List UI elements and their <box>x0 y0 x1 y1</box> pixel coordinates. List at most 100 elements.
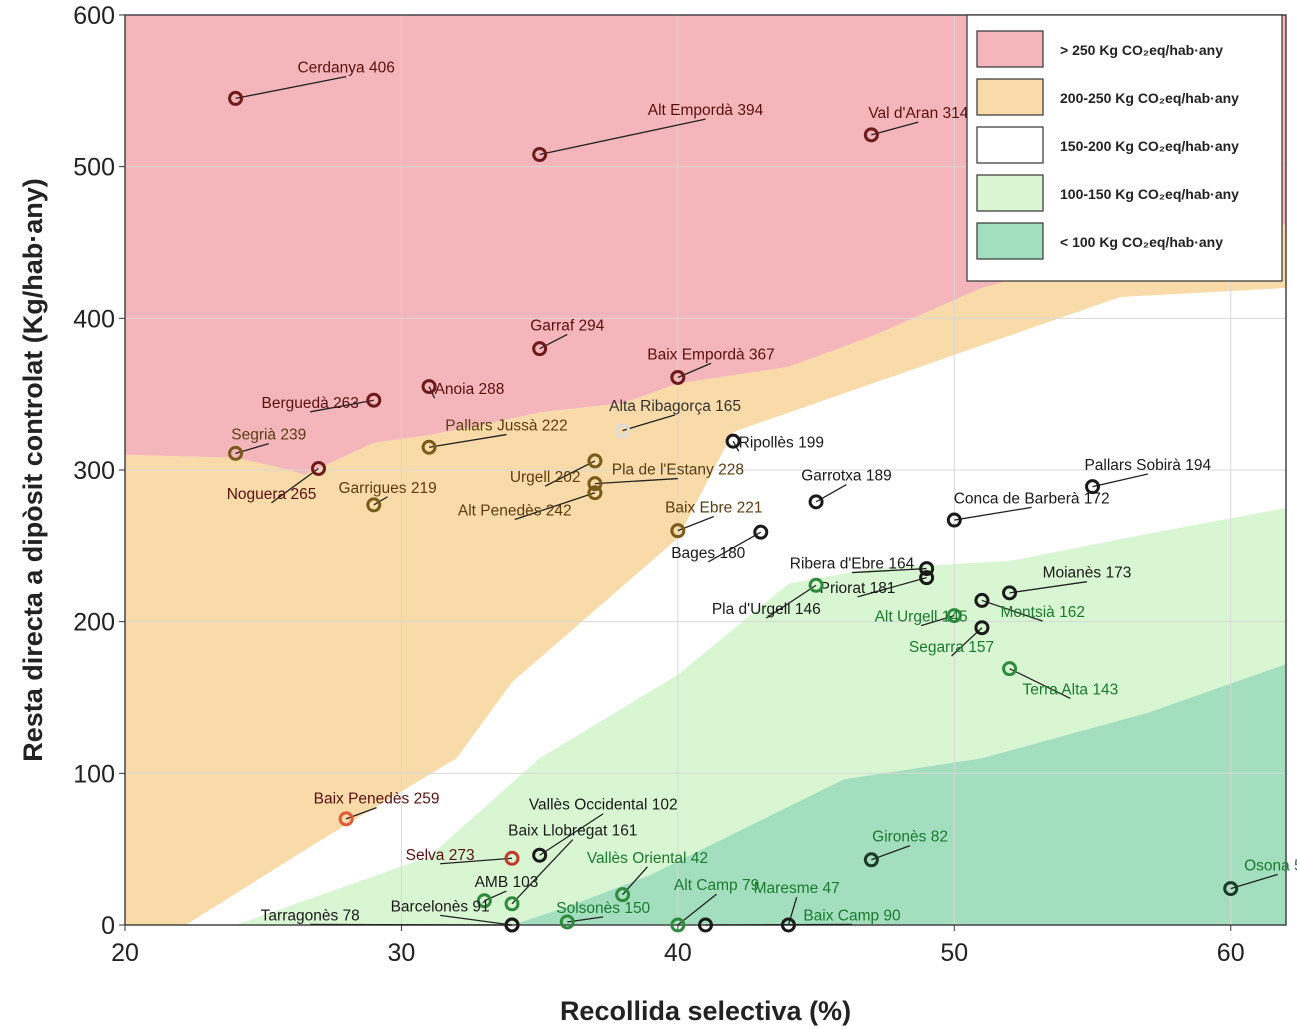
point-label: Berguedà 263 <box>262 395 359 412</box>
x-axis-title: Recollida selectiva (%) <box>560 996 851 1026</box>
leader-line <box>851 567 927 574</box>
leader-line <box>677 893 717 926</box>
point-label: Gironès 82 <box>872 829 948 846</box>
data-point <box>366 497 382 513</box>
leader-line <box>1230 873 1278 890</box>
point-label: Garrigues 219 <box>338 480 436 497</box>
point-label: Alt Urgell 145 <box>875 609 968 626</box>
leader-line <box>440 914 513 926</box>
point-label: Noguera 265 <box>227 486 317 503</box>
data-point <box>1002 661 1018 677</box>
x-tick-label: 20 <box>111 939 139 967</box>
y-tick-label: 500 <box>73 154 115 182</box>
leader-line <box>440 857 513 865</box>
point-label: Garraf 294 <box>530 317 604 334</box>
data-point <box>808 494 824 510</box>
leader-line <box>235 75 347 100</box>
point-label: Vallès Oriental 42 <box>587 850 708 867</box>
point-label: Baix Llobregat 161 <box>508 823 637 840</box>
point-label: Priorat 181 <box>820 580 896 597</box>
legend-swatch <box>976 126 1044 164</box>
data-point <box>504 917 520 933</box>
point-label: Val d'Aran 314 <box>868 105 968 122</box>
legend-swatch <box>976 30 1044 68</box>
data-point <box>587 453 603 469</box>
point-label: Pallars Jussà 222 <box>445 418 567 435</box>
legend-swatch <box>976 78 1044 116</box>
point-label: Baix Penedès 259 <box>314 791 440 808</box>
leader-line <box>871 121 919 136</box>
y-tick-label: 200 <box>73 609 115 637</box>
data-point <box>587 485 603 501</box>
point-label: Alt Penedès 242 <box>458 503 572 520</box>
point-label: Pla de l'Estany 228 <box>612 462 744 479</box>
leader-line <box>707 531 762 563</box>
x-tick-label: 50 <box>940 939 968 967</box>
leader-line <box>594 477 678 485</box>
point-label: Terra Alta 143 <box>1023 681 1119 698</box>
region-2 <box>185 288 1286 925</box>
point-label: Selva 273 <box>406 847 475 864</box>
point-label: Urgell 202 <box>510 469 581 486</box>
y-tick-label: 0 <box>101 912 115 940</box>
data-point <box>863 127 879 143</box>
point-label: Cerdanya 406 <box>297 60 394 77</box>
point-label: Baix Camp 90 <box>803 907 901 924</box>
data-point <box>559 914 575 930</box>
point-label: Anoia 288 <box>435 381 505 398</box>
data-point <box>504 896 520 912</box>
point-label: Pallars Sobirà 194 <box>1084 457 1211 474</box>
legend-label: 100-150 Kg CO₂eq/hab·any <box>1060 186 1239 202</box>
point-label: Baix Empordà 367 <box>647 346 775 363</box>
legend-label: > 250 Kg CO₂eq/hab·any <box>1060 42 1223 58</box>
y-tick-label: 400 <box>73 305 115 333</box>
legend-label: 150-200 Kg CO₂eq/hab·any <box>1060 138 1239 154</box>
data-point <box>698 917 713 933</box>
leader-line <box>765 584 817 619</box>
data-point <box>366 392 382 408</box>
leader-line <box>539 813 604 856</box>
leader-line <box>1092 473 1148 488</box>
data-point <box>919 570 935 586</box>
data-points: Cerdanya 406 Alt Empordà 394 Val d'Aran 31… <box>227 60 1297 933</box>
data-point <box>532 847 548 863</box>
region-4 <box>512 664 1286 925</box>
leader-line <box>857 577 927 598</box>
y-tick-label: 600 <box>73 2 115 30</box>
x-tick-label: 30 <box>388 939 416 967</box>
data-point <box>808 577 824 593</box>
point-label: Solsonès 150 <box>556 900 650 917</box>
leader-line <box>514 492 596 521</box>
leader-line <box>310 399 374 413</box>
point-label: Vallès Occidental 102 <box>529 797 678 814</box>
data-point <box>532 147 548 163</box>
point-label: Montsià 162 <box>1001 604 1085 621</box>
data-point <box>670 369 686 385</box>
leader-line <box>539 118 706 156</box>
legend: > 250 Kg CO₂eq/hab·any 200-250 Kg CO₂eq/h… <box>966 14 1283 282</box>
leader-line <box>511 839 574 905</box>
data-point <box>753 524 769 540</box>
leader-line <box>373 496 388 506</box>
data-point <box>1223 881 1239 897</box>
data-point <box>476 893 492 909</box>
legend-label: < 100 Kg CO₂eq/hab·any <box>1060 234 1223 250</box>
data-point <box>1002 585 1018 601</box>
data-point <box>1085 479 1100 495</box>
data-point <box>725 433 741 449</box>
y-tick-label: 100 <box>73 760 115 788</box>
data-point <box>615 423 631 439</box>
point-label: Ribera d'Ebre 164 <box>790 556 915 573</box>
data-point <box>863 852 879 868</box>
data-point <box>974 592 990 608</box>
data-point <box>587 476 603 492</box>
x-tick-label: 60 <box>1217 939 1245 967</box>
data-point <box>504 850 520 866</box>
region-1 <box>125 224 1286 926</box>
data-point <box>421 439 437 455</box>
region-3 <box>235 507 1287 925</box>
leader-line <box>310 923 513 926</box>
leader-line <box>954 506 1032 521</box>
point-label: Baix Ebre 221 <box>665 499 762 516</box>
